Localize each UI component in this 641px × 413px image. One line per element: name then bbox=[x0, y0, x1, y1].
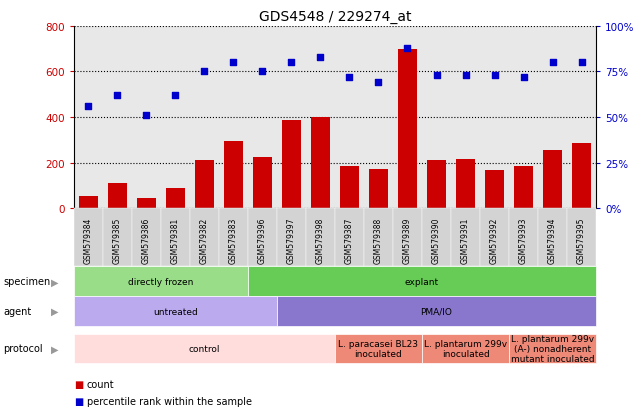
Point bbox=[373, 80, 383, 86]
Text: GSM579396: GSM579396 bbox=[258, 217, 267, 263]
Text: GSM579381: GSM579381 bbox=[171, 217, 179, 263]
Text: GSM579393: GSM579393 bbox=[519, 217, 528, 263]
Point bbox=[287, 60, 297, 66]
Point bbox=[519, 74, 529, 81]
Text: GSM579385: GSM579385 bbox=[113, 217, 122, 263]
Text: GSM579397: GSM579397 bbox=[287, 217, 296, 263]
Text: specimen: specimen bbox=[3, 277, 51, 287]
Bar bbox=[79, 196, 97, 209]
Text: L. plantarum 299v
inoculated: L. plantarum 299v inoculated bbox=[424, 339, 507, 358]
Text: GSM579386: GSM579386 bbox=[142, 217, 151, 263]
Bar bbox=[311, 118, 330, 209]
Point bbox=[315, 55, 326, 61]
Text: L. paracasei BL23
inoculated: L. paracasei BL23 inoculated bbox=[338, 339, 419, 358]
Bar bbox=[427, 161, 446, 209]
Bar bbox=[340, 166, 359, 209]
Bar bbox=[398, 50, 417, 209]
Text: ▶: ▶ bbox=[51, 277, 58, 287]
Bar bbox=[485, 171, 504, 209]
Point bbox=[170, 93, 180, 99]
Bar bbox=[137, 198, 156, 209]
Point bbox=[228, 60, 238, 66]
Text: explant: explant bbox=[405, 277, 439, 286]
Bar bbox=[456, 160, 475, 209]
Text: ▶: ▶ bbox=[51, 306, 58, 316]
Text: GSM579390: GSM579390 bbox=[432, 217, 441, 263]
Bar bbox=[224, 142, 243, 209]
Point bbox=[576, 60, 587, 66]
Text: control: control bbox=[188, 344, 220, 353]
Text: directly frozen: directly frozen bbox=[128, 277, 194, 286]
Text: ■: ■ bbox=[74, 396, 83, 406]
Point bbox=[199, 69, 210, 76]
Text: GSM579387: GSM579387 bbox=[345, 217, 354, 263]
Text: GSM579388: GSM579388 bbox=[374, 217, 383, 263]
Point bbox=[490, 73, 500, 79]
Text: ▶: ▶ bbox=[51, 344, 58, 354]
Point bbox=[547, 60, 558, 66]
Bar bbox=[282, 121, 301, 209]
Bar bbox=[253, 157, 272, 209]
Text: GSM579392: GSM579392 bbox=[490, 217, 499, 263]
Bar bbox=[514, 166, 533, 209]
Text: GSM579389: GSM579389 bbox=[403, 217, 412, 263]
Point bbox=[112, 93, 122, 99]
Text: count: count bbox=[87, 379, 114, 389]
Text: GSM579394: GSM579394 bbox=[548, 217, 557, 263]
Text: GSM579383: GSM579383 bbox=[229, 217, 238, 263]
Text: GSM579382: GSM579382 bbox=[200, 217, 209, 263]
Bar bbox=[369, 170, 388, 209]
Bar bbox=[543, 151, 562, 209]
Point bbox=[344, 74, 354, 81]
Point bbox=[257, 69, 267, 76]
Text: ■: ■ bbox=[74, 379, 83, 389]
Text: agent: agent bbox=[3, 306, 31, 316]
Point bbox=[141, 113, 151, 119]
Bar bbox=[108, 183, 127, 209]
Point bbox=[83, 104, 94, 110]
Text: GSM579391: GSM579391 bbox=[461, 217, 470, 263]
Point bbox=[460, 73, 470, 79]
Text: PMA/IO: PMA/IO bbox=[420, 307, 453, 316]
Bar bbox=[572, 144, 591, 209]
Point bbox=[431, 73, 442, 79]
Point bbox=[403, 45, 413, 52]
Text: percentile rank within the sample: percentile rank within the sample bbox=[87, 396, 251, 406]
Text: untreated: untreated bbox=[153, 307, 197, 316]
Bar bbox=[166, 188, 185, 209]
Text: GSM579395: GSM579395 bbox=[577, 217, 586, 263]
Bar bbox=[195, 161, 213, 209]
Text: GDS4548 / 229274_at: GDS4548 / 229274_at bbox=[259, 10, 411, 24]
Text: GSM579398: GSM579398 bbox=[316, 217, 325, 263]
Text: L. plantarum 299v
(A-) nonadherent
mutant inoculated: L. plantarum 299v (A-) nonadherent mutan… bbox=[511, 334, 594, 363]
Text: GSM579384: GSM579384 bbox=[84, 217, 93, 263]
Text: protocol: protocol bbox=[3, 344, 43, 354]
